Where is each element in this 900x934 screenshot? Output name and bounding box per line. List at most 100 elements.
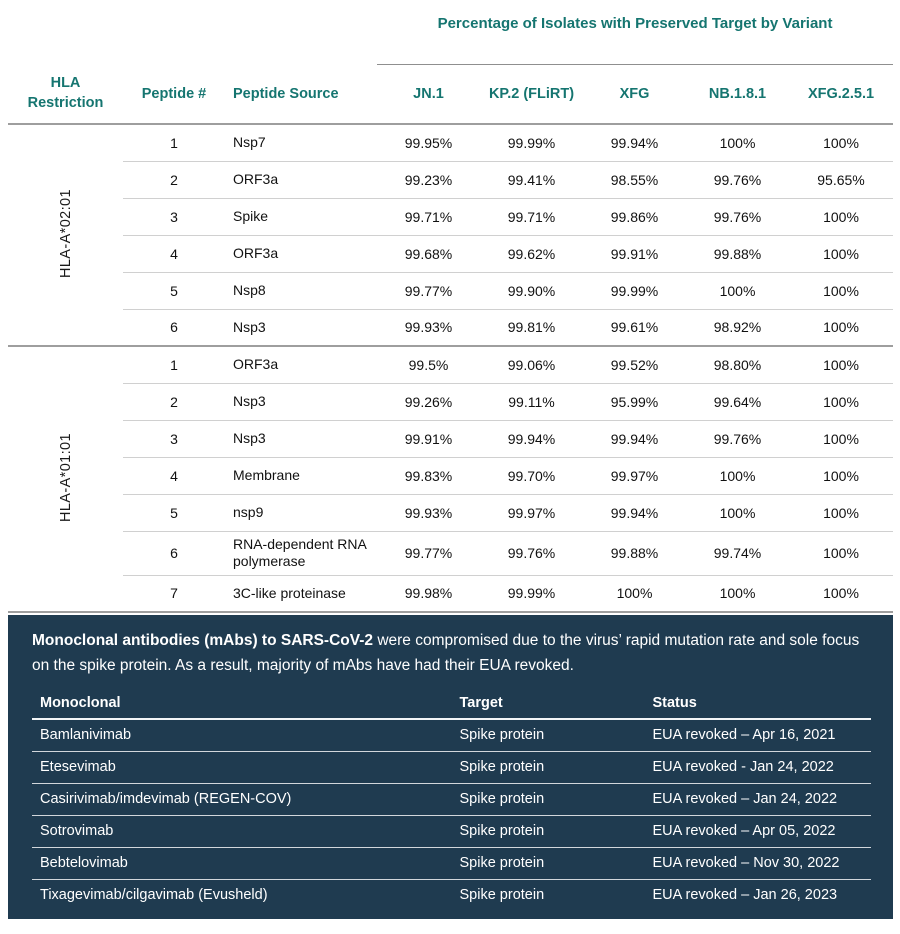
hla-group-label: HLA-A*01:01 (57, 432, 74, 523)
peptide-number-cell: 3 (123, 420, 225, 458)
mab-target-cell: Spike protein (451, 847, 645, 880)
peptide-row: 3 Nsp3 99.91% 99.94% 99.94% 99.76% 100% (8, 420, 894, 458)
mab-intro-rest: were compromised due to the virus’ rapid… (32, 632, 860, 675)
mab-target-cell: Spike protein (451, 783, 645, 816)
preserved-percentage-cell: 99.93% (377, 309, 480, 347)
mab-target-cell: Spike protein (459, 887, 545, 904)
mab-name-cell: Etesevimab (32, 751, 452, 784)
peptide-number-cell: 4 (123, 457, 225, 495)
peptide-rows-body: HLA-A*02:01 1 Nsp7 99.95% 99.99% 99.94% 100% 10… (8, 124, 894, 613)
peptide-source-cell: Nsp3 (225, 420, 377, 458)
mab-name-cell: Casirivimab/imdevimab (REGEN-COV) (32, 783, 452, 816)
col-header-variant-jn1: JN.1 (377, 64, 480, 125)
peptide-row: 7 3C-like proteinase 99.98% 99.99% 100% 100% 1… (8, 575, 894, 613)
mab-col-header-status: Status (644, 688, 871, 721)
preserved-percentage-cell: 100% (686, 494, 789, 532)
preserved-percentage-cell: 99.83% (377, 457, 480, 495)
preserved-percentage-cell: 99.93% (377, 494, 480, 532)
mab-name-cell: Bamlanivimab (32, 719, 452, 752)
peptide-row: 4 Membrane 99.83% 99.70% 99.97% 100% 100% (8, 457, 894, 495)
peptide-number-cell: 5 (123, 272, 225, 310)
preserved-percentage-cell: 99.99% (583, 272, 686, 310)
preserved-percentage-cell: 99.26% (377, 383, 480, 421)
peptide-row: 5 Nsp8 99.77% 99.90% 99.99% 100% 100% (8, 272, 894, 310)
peptide-source-cell: ORF3a (225, 161, 377, 199)
col-header-variant-kp2: KP.2 (FLiRT) (480, 64, 583, 125)
preserved-percentage-cell: 100% (686, 272, 789, 310)
table-title: Percentage of Isolates with Preserved Ta… (377, 6, 894, 65)
preserved-percentage-cell: 99.74% (686, 531, 789, 576)
preserved-percentage-cell: 99.99% (480, 575, 583, 613)
preserved-percentage-cell: 99.94% (583, 420, 686, 458)
preserved-percentage-cell: 99.77% (377, 272, 480, 310)
peptide-number-cell: 1 (123, 346, 225, 384)
peptide-row: 5 nsp9 99.93% 99.97% 99.94% 100% 100% (8, 494, 894, 532)
mab-intro-bold: Monoclonal antibodies (mAbs) to SARS-CoV… (32, 632, 374, 649)
mab-col-header-target: Target (451, 688, 645, 721)
preserved-percentage-cell: 100% (686, 575, 789, 613)
title-spacer (8, 6, 377, 64)
peptide-row: 2 Nsp3 99.26% 99.11% 95.99% 99.64% 100% (8, 383, 894, 421)
mab-status-cell: EUA revoked – Nov 30, 2022 (644, 847, 871, 880)
peptide-row: 3 Spike 99.71% 99.71% 99.86% 99.76% 100% (8, 198, 894, 236)
preserved-percentage-cell: 99.76% (686, 161, 789, 199)
preserved-percentage-cell: 99.23% (377, 161, 480, 199)
preserved-percentage-cell: 100% (789, 346, 894, 384)
peptide-source-cell: RNA-dependent RNA polymerase (225, 531, 377, 576)
preserved-percentage-cell: 99.90% (480, 272, 583, 310)
mab-intro-text: Monoclonal antibodies (mAbs) to SARS-CoV… (32, 628, 871, 678)
mab-status-cell: EUA revoked – Apr 05, 2022 (644, 815, 871, 848)
preserved-percentage-cell: 99.76% (686, 420, 789, 458)
preserved-percentage-cell: 99.71% (377, 198, 480, 236)
peptide-number-cell: 5 (123, 494, 225, 532)
preserved-percentage-cell: 100% (789, 124, 894, 162)
preserved-percentage-cell: 99.88% (686, 235, 789, 273)
preserved-percentage-cell: 95.99% (583, 383, 686, 421)
peptide-source-cell: ORF3a (225, 235, 377, 273)
mab-status-cell: EUA revoked – Apr 16, 2021 (644, 719, 871, 752)
mab-status-cell: EUA revoked – Jan 26, 2023 (652, 887, 838, 904)
preserved-percentage-cell: 99.77% (377, 531, 480, 576)
peptide-number-cell: 3 (123, 198, 225, 236)
col-header-variant-xfg251: XFG.2.5.1 (789, 64, 894, 125)
preserved-percentage-cell: 99.70% (480, 457, 583, 495)
preserved-percentage-cell: 99.98% (377, 575, 480, 613)
preserved-percentage-cell: 99.91% (583, 235, 686, 273)
peptide-number-cell: 2 (123, 161, 225, 199)
preserved-percentage-cell: 99.76% (480, 531, 583, 576)
preserved-percentage-cell: 99.97% (480, 494, 583, 532)
preserved-percentage-cell: 100% (789, 457, 894, 495)
peptide-number-cell: 4 (123, 235, 225, 273)
preserved-percentage-cell: 99.62% (480, 235, 583, 273)
peptide-number-cell: 6 (123, 309, 225, 347)
mab-row: Etesevimab Spike protein EUA revoked - Jan… (32, 751, 871, 784)
peptide-source-cell: nsp9 (225, 494, 377, 532)
peptide-number-cell: 1 (123, 124, 225, 162)
preserved-percentage-cell: 100% (789, 420, 894, 458)
mab-row: Sotrovimab Spike protein EUA revoked – Apr… (32, 815, 871, 848)
mab-panel: Monoclonal antibodies (mAbs) to SARS-CoV… (8, 615, 893, 920)
peptide-source-cell: Nsp3 (225, 383, 377, 421)
preserved-percentage-cell: 99.88% (583, 531, 686, 576)
preserved-percentage-cell: 95.65% (789, 161, 894, 199)
preserved-percentage-cell: 99.99% (480, 124, 583, 162)
hla-group-cell: HLA-A*02:01 (8, 124, 123, 347)
peptide-number-cell: 2 (123, 383, 225, 421)
mab-header-row: Monoclonal Target Status (32, 688, 871, 721)
preserved-percentage-cell: 100% (789, 235, 894, 273)
mab-name-cell: Sotrovimab (32, 815, 452, 848)
peptide-source-cell: Membrane (225, 457, 377, 495)
preserved-percentage-cell: 100% (583, 575, 686, 613)
preserved-percentage-cell: 99.52% (583, 346, 686, 384)
peptide-source-cell: Nsp7 (225, 124, 377, 162)
hla-restriction-header-text: HLA Restriction (27, 74, 104, 111)
mab-name-cell: Tixagevimab/cilgavimab (Evusheld) (40, 887, 268, 904)
preserved-percentage-cell: 100% (789, 272, 894, 310)
preserved-percentage-cell: 98.80% (686, 346, 789, 384)
mab-rows-body: Bamlanivimab Spike protein EUA revoked – A… (32, 719, 871, 911)
preserved-percentage-cell: 98.55% (583, 161, 686, 199)
peptide-number-cell: 6 (123, 531, 225, 576)
preserved-percentage-cell: 99.94% (583, 124, 686, 162)
col-header-hla-restriction: HLA Restriction (8, 64, 123, 125)
preserved-target-table: Percentage of Isolates with Preserved Ta… (8, 6, 894, 613)
